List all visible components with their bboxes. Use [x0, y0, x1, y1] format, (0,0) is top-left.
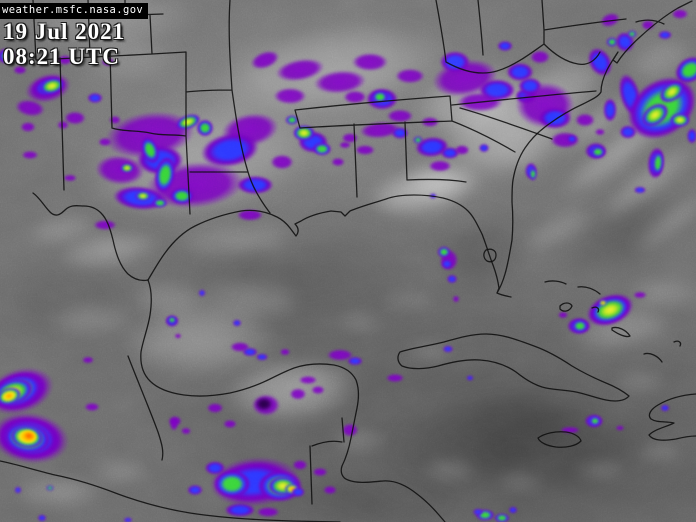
site-label: weather.msfc.nasa.gov — [0, 3, 149, 19]
timestamp-date: 19 Jul 2021 — [3, 19, 126, 44]
annotation-block: weather.msfc.nasa.gov 19 Jul 2021 08:21 … — [0, 0, 149, 69]
timestamp-time: 08:21 UTC — [3, 44, 120, 69]
